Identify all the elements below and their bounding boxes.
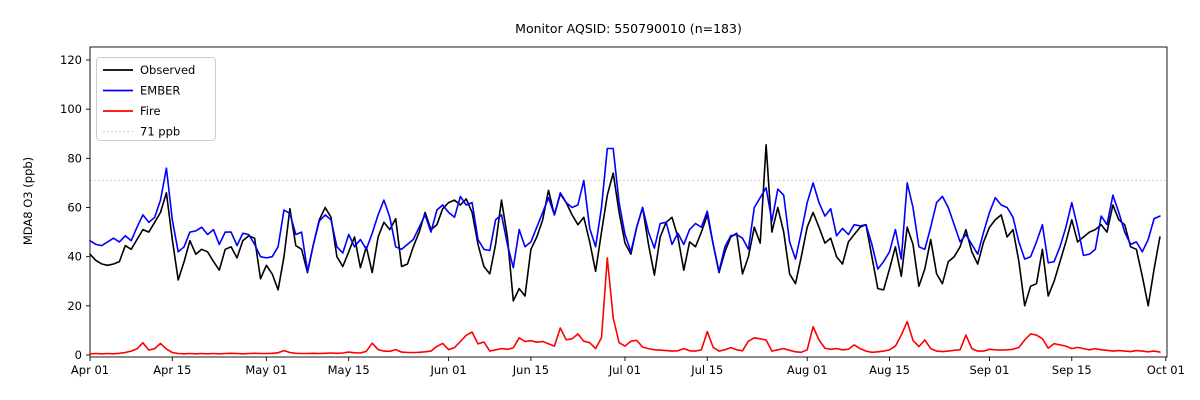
- observed-line: [89, 144, 1161, 307]
- x-tick-label: May 01: [245, 363, 287, 377]
- x-tick-label: Jul 01: [608, 363, 641, 377]
- x-tick-label: Sep 01: [969, 363, 1009, 377]
- x-tick-label: Apr 15: [153, 363, 191, 377]
- x-tick-label: Sep 15: [1052, 363, 1092, 377]
- y-tick-label: 120: [60, 53, 82, 67]
- ember-line: [89, 147, 1161, 273]
- x-tick-label: Aug 01: [787, 363, 828, 377]
- y-tick-label: 0: [75, 348, 82, 362]
- y-tick-label: 20: [67, 299, 82, 313]
- legend-label-fire: Fire: [140, 104, 161, 118]
- x-tick-label: Oct 01: [1147, 363, 1185, 377]
- x-tick-label: Aug 15: [869, 363, 910, 377]
- y-tick-label: 80: [67, 151, 82, 165]
- fire-line: [89, 257, 1161, 355]
- legend-label-ember: EMBER: [140, 84, 180, 98]
- y-tick-label: 60: [67, 201, 82, 215]
- x-tick-label: Apr 01: [71, 363, 109, 377]
- x-tick-label: Jul 15: [690, 363, 723, 377]
- chart-title: Monitor AQSID: 550790010 (n=183): [515, 21, 742, 36]
- x-tick-label: May 15: [328, 363, 370, 377]
- y-tick-label: 100: [60, 102, 82, 116]
- legend-label-71-ppb: 71 ppb: [140, 125, 180, 139]
- legend-label-observed: Observed: [140, 63, 195, 77]
- plot-spines: [89, 46, 1168, 358]
- x-tick-label: Jun 15: [512, 363, 549, 377]
- y-tick-label: 40: [67, 250, 82, 264]
- legend-box: [96, 57, 216, 141]
- x-tick-label: Jun 01: [429, 363, 466, 377]
